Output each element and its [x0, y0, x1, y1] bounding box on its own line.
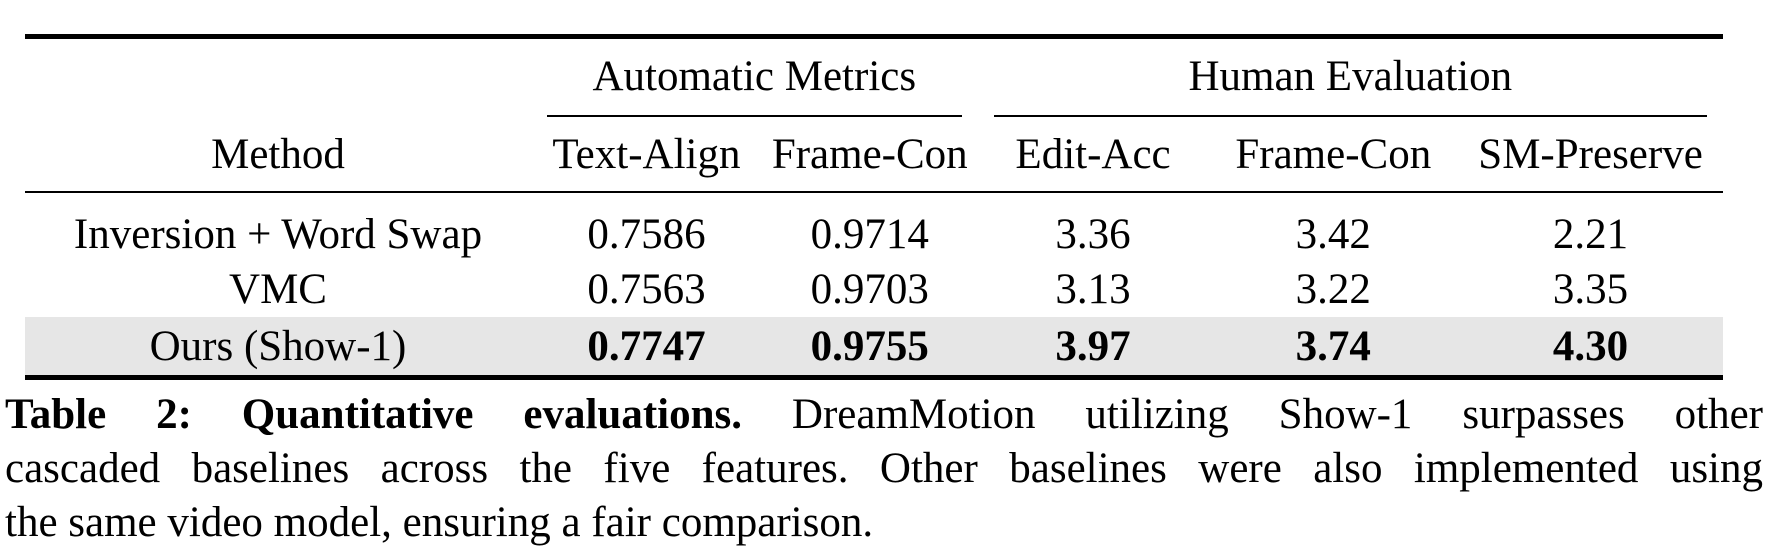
group-header-human-evaluation: Human Evaluation [978, 37, 1723, 117]
value-cell: 3.35 [1552, 266, 1629, 313]
value-cell: 0.7563 [587, 266, 706, 313]
table-caption: Table 2: Quantitative evaluations. Dream… [5, 388, 1763, 550]
column-header-sm-preserve: SM-Preserve [1478, 130, 1703, 178]
table-row-inversion-word-swap: Inversion + Word Swap 0.7586 0.9714 3.36… [25, 192, 1723, 262]
empty-corner-cell [25, 37, 531, 118]
value-cell: 0.9703 [810, 266, 929, 313]
value-cell: 3.74 [1208, 317, 1459, 380]
value-cell: 3.13 [1055, 266, 1131, 313]
method-cell: Ours (Show-1) [25, 317, 531, 380]
value-cell: 3.22 [1295, 266, 1371, 313]
value-cell: 3.97 [977, 317, 1209, 380]
group-header-row: Automatic Metrics Human Evaluation [25, 37, 1723, 118]
method-cell: VMC [229, 266, 327, 313]
results-table: Automatic Metrics Human Evaluation Metho… [25, 34, 1723, 380]
value-cell: 0.9755 [761, 317, 978, 380]
table-row-ours-highlighted: Ours (Show-1) 0.7747 0.9755 3.97 3.74 4.… [25, 317, 1723, 380]
caption-line-1-rest: DreamMotion utilizing Show-1 surpasses o… [791, 391, 1764, 438]
table-row-vmc: VMC 0.7563 0.9703 3.13 3.22 3.35 [25, 262, 1723, 317]
results-table-container: Automatic Metrics Human Evaluation Metho… [25, 34, 1723, 380]
column-header-frame-con-human: Frame-Con [1235, 130, 1432, 178]
group-header-automatic-metrics: Automatic Metrics [531, 37, 978, 117]
column-header-frame-con-auto: Frame-Con [771, 130, 968, 178]
group-label: Automatic Metrics [547, 52, 962, 117]
caption-bold-lead: Table 2: Quantitative evaluations. [5, 391, 743, 438]
value-cell: 3.36 [1055, 211, 1131, 258]
column-header-method: Method [211, 130, 345, 178]
column-header-row: Method Text-Align Frame-Con Edit-Acc Fra… [25, 117, 1723, 192]
column-header-text-align: Text-Align [552, 130, 741, 178]
value-cell: 2.21 [1552, 211, 1629, 258]
value-cell: 0.9714 [810, 211, 929, 258]
value-cell: 0.7586 [587, 211, 706, 258]
caption-line-2: cascaded baselines across the five featu… [5, 445, 1763, 492]
value-cell: 0.7747 [531, 317, 762, 380]
column-header-edit-acc: Edit-Acc [1015, 130, 1171, 178]
caption-line-3: the same video model, ensuring a fair co… [5, 499, 874, 546]
value-cell: 4.30 [1458, 317, 1723, 380]
value-cell: 3.42 [1295, 211, 1371, 258]
caption-line-1: Table 2: Quantitative evaluations. Dream… [5, 388, 1763, 442]
method-cell: Inversion + Word Swap [73, 211, 483, 258]
group-label: Human Evaluation [993, 52, 1707, 117]
